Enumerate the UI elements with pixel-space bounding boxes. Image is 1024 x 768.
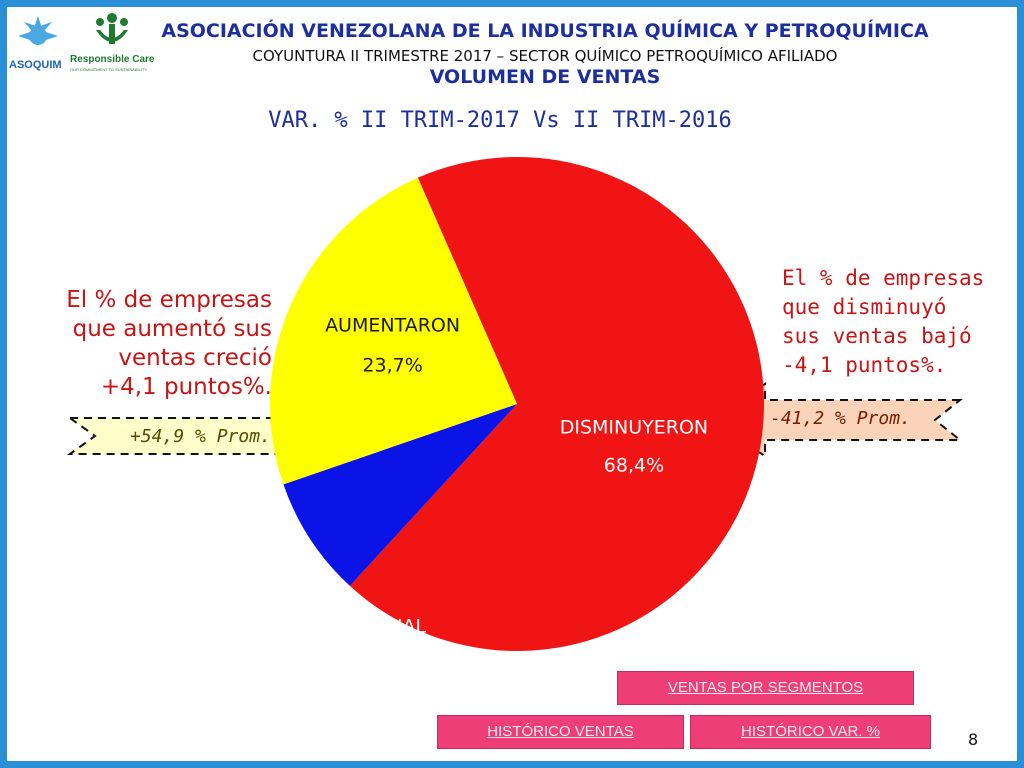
ventas-segmentos-button[interactable]: VENTAS POR SEGMENTOS [617,671,914,705]
prom-increase: +54,9 % Prom. [130,426,271,447]
slice-value-label: 23,7% [362,354,422,376]
slice-label: IGUAL [368,615,426,637]
org-title: ASOCIACIÓN VENEZOLANA DE LA INDUSTRIA QU… [161,20,929,42]
note-increase-line: El % de empresas [66,287,272,313]
note-increase-line: que aumentó sus [72,316,272,342]
note-increase: El % de empresas que aumentó sus ventas … [20,286,272,402]
historico-ventas-button[interactable]: HISTÓRICO VENTAS [437,715,684,749]
slice-value-label: 7,9% [373,653,421,675]
report-subtitle: COYUNTURA II TRIMESTRE 2017 – SECTOR QUÍ… [252,47,838,65]
pie-slice-disminuyeron [349,157,764,652]
slice-label: AUMENTARON [325,314,460,336]
historico-var-button[interactable]: HISTÓRICO VAR. % [690,715,931,749]
note-decrease: El % de empresas que disminuyó sus venta… [782,264,1012,380]
note-increase-line: ventas creció [118,345,272,371]
slice-label: DISMINUYERON [560,416,708,438]
page-number: 8 [968,730,979,749]
note-decrease-line: que disminuyó [782,295,947,319]
responsible-care-text: Responsible Care [70,54,155,65]
prom-decrease: -41,2 % Prom. [770,408,911,429]
slice-value-label: 68,4% [604,454,664,476]
chart-title: VAR. % II TRIM-2017 Vs II TRIM-2016 [268,108,732,133]
responsible-care-tagline: OUR COMMITMENT TO SUSTAINABILITY [70,67,148,72]
svg-text:ASOQUIM: ASOQUIM [9,59,62,71]
note-decrease-line: El % de empresas [782,266,985,290]
pie-slice-igual [283,404,517,586]
section-title: VOLUMEN DE VENTAS [429,66,661,88]
responsible-care-logo: Responsible Care OUR COMMITMENT TO SUSTA… [70,10,154,76]
note-decrease-line: sus ventas bajó [782,324,972,348]
asoquim-logo: ASOQUIM [8,12,70,74]
right-arrow-callout [706,382,963,458]
note-decrease-line: -4,1 puntos%. [782,353,947,377]
pie-slice-aumentaron [270,177,517,485]
note-increase-line: +4,1 puntos%. [100,374,272,400]
